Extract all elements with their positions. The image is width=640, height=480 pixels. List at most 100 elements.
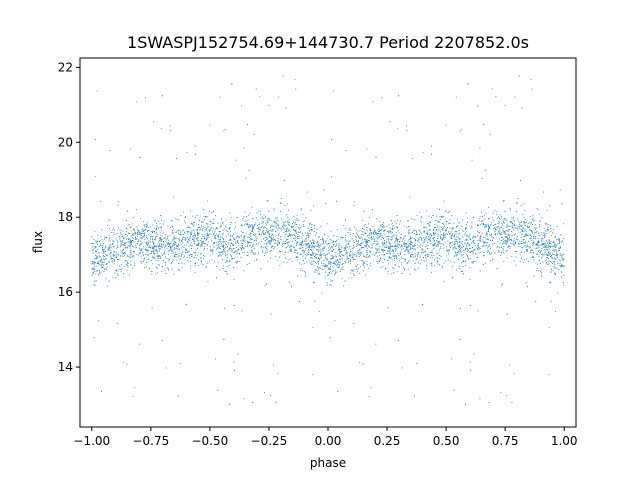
data-point [351,251,353,253]
data-point [369,230,371,232]
data-point [207,223,208,225]
data-point [327,243,329,244]
data-point [95,280,97,282]
data-point [551,261,553,263]
data-point [377,230,379,232]
data-point [374,233,376,235]
data-point [487,238,488,240]
data-point [520,205,522,206]
data-point [113,227,115,229]
data-point [401,367,403,369]
data-point [174,256,176,258]
data-point [199,215,201,217]
data-point [228,403,230,405]
data-point [442,229,444,231]
data-point [275,223,277,225]
data-point [412,244,414,246]
data-point [305,255,307,257]
data-point [428,215,430,217]
data-point [258,242,260,244]
data-point [260,214,261,216]
data-point [439,258,441,260]
data-point [422,151,424,153]
data-point [537,245,539,247]
data-point [349,258,351,260]
data-point [313,282,315,284]
data-point [225,241,227,242]
data-point [102,267,104,268]
data-point [440,238,442,240]
data-point [490,224,492,225]
data-point [443,247,445,249]
data-point [506,224,508,226]
data-point [304,254,306,255]
data-point [244,211,246,213]
data-point [492,212,494,214]
data-point [379,254,380,256]
data-point [452,227,453,229]
data-point [551,245,553,247]
data-point [267,238,269,240]
data-point [154,227,156,229]
data-point [153,242,155,244]
data-point [219,253,221,255]
data-point [129,243,131,245]
data-point [171,268,173,270]
data-point [290,234,292,236]
data-point [143,229,145,231]
data-point [450,242,452,244]
data-point [531,230,533,232]
data-point [131,240,132,242]
data-point [94,230,96,232]
data-point [440,234,442,235]
data-point [181,240,183,241]
data-point [188,226,190,228]
data-point [424,226,426,228]
data-point [162,260,164,262]
data-point [101,238,103,240]
data-point [376,232,378,234]
data-point [149,253,151,254]
data-point [232,245,234,246]
data-point [492,217,493,219]
data-point [270,236,272,238]
data-point [352,240,354,242]
data-point [377,233,379,234]
data-point [113,253,114,255]
data-point [225,255,227,257]
data-point [145,254,147,255]
data-point [223,265,225,267]
data-point [318,246,320,248]
data-point [253,133,255,135]
data-point [103,259,105,261]
data-point [213,233,215,235]
data-point [139,244,141,246]
data-point [318,235,320,237]
data-point [205,216,206,218]
data-point [339,271,341,272]
data-point [429,229,431,231]
data-point [516,202,517,204]
data-point [419,257,421,258]
data-point [499,218,500,220]
data-point [416,215,418,216]
data-point [408,243,410,245]
data-point [95,246,97,247]
data-point [523,239,525,240]
data-point [462,261,464,263]
data-point [532,241,534,243]
data-point [384,229,386,231]
data-point [127,210,129,212]
data-point [395,240,397,242]
data-point [496,217,498,219]
data-point [329,267,331,269]
data-point [176,254,178,256]
data-point [312,251,314,253]
data-point [443,262,445,264]
data-point [168,258,170,260]
data-point [293,233,295,235]
data-point [267,218,269,220]
data-point [287,259,289,261]
data-point [502,200,504,202]
data-point [309,245,311,246]
